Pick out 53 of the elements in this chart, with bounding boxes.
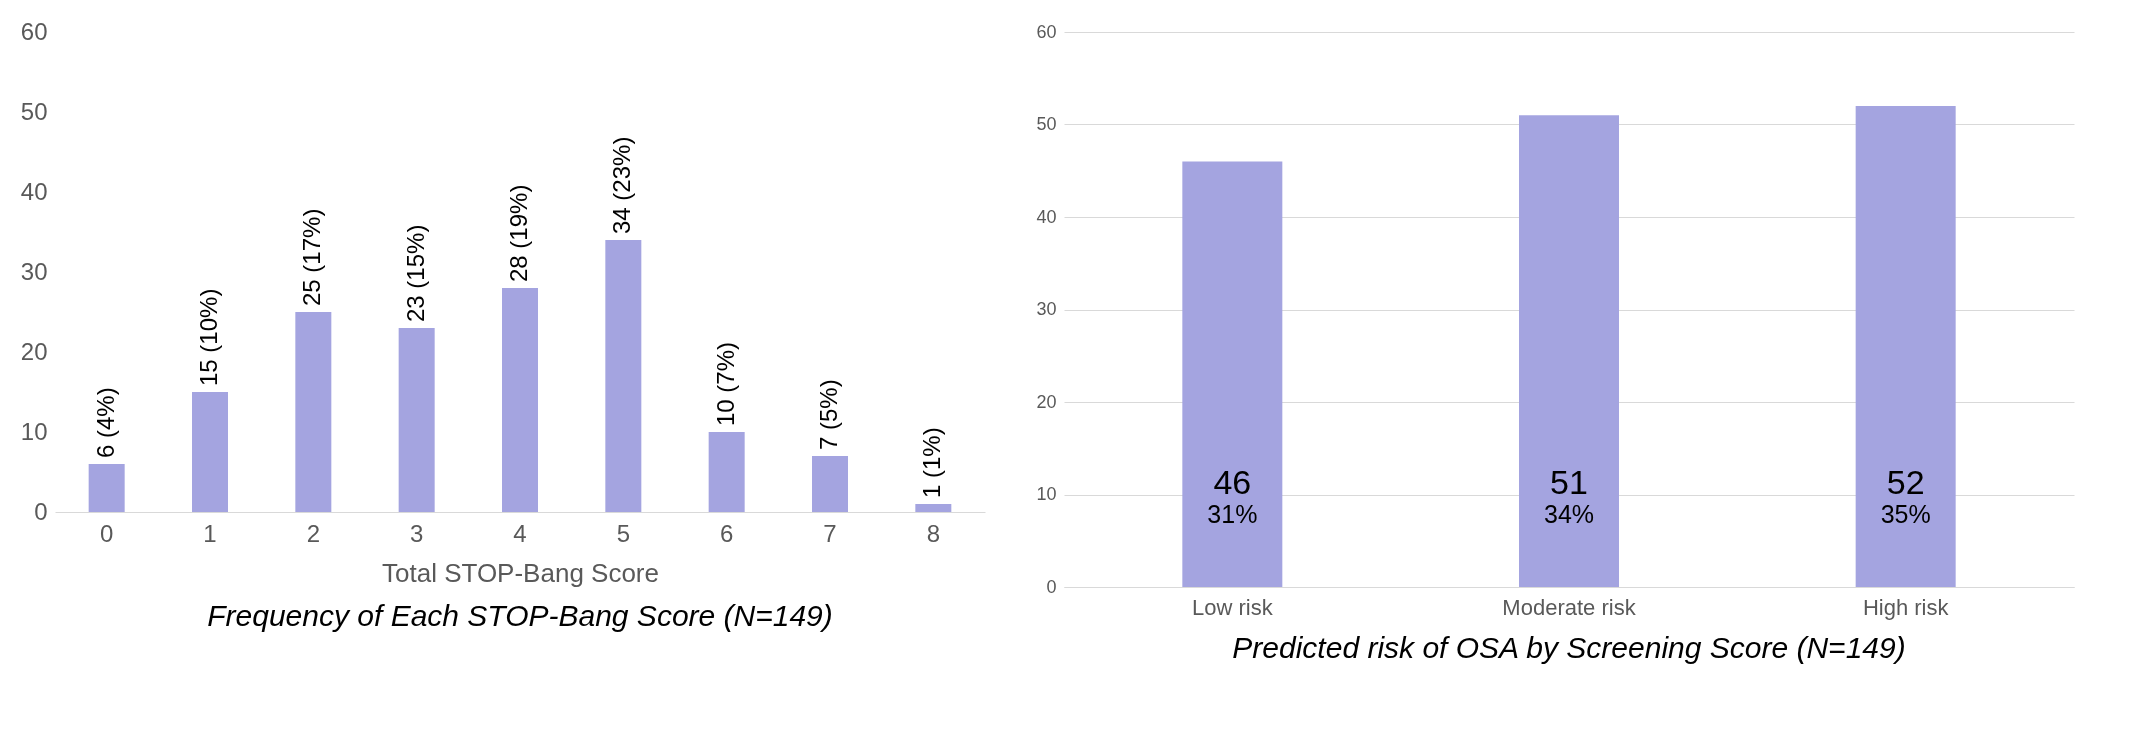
x-tick-label: 3	[409, 519, 424, 547]
x-tick-label: 4	[513, 519, 527, 547]
bar	[708, 432, 745, 512]
x-axis-title: Total STOP-Bang Score	[382, 557, 659, 588]
y-tick-label: 0	[34, 497, 48, 525]
y-tick-label: 50	[20, 97, 48, 125]
y-tick-label: 20	[1036, 391, 1057, 412]
x-tick-label: 2	[306, 519, 321, 547]
bar	[1519, 115, 1619, 587]
data-label: 28 (19%)	[505, 184, 532, 282]
bar	[502, 288, 538, 512]
bar	[1182, 161, 1283, 587]
bar	[88, 464, 125, 512]
y-tick-label: 40	[20, 177, 48, 205]
text: 46 31%	[1207, 463, 1258, 528]
bar	[1855, 106, 1956, 587]
x-tick-label: Low risk	[1191, 594, 1274, 620]
text: 51 34%	[1543, 463, 1595, 528]
bar	[915, 504, 952, 512]
x-tick-label: 7	[823, 519, 837, 547]
data-label: 10 (7%)	[711, 341, 739, 426]
data-label: 25 (17%)	[298, 208, 326, 306]
x-tick-label: 1	[203, 519, 217, 547]
bar	[192, 392, 228, 512]
x-tick-label: 5	[616, 519, 631, 547]
y-tick-label: 0	[1046, 576, 1057, 597]
data-label: 34 (23%)	[608, 136, 636, 234]
data-label: 23 (15%)	[401, 224, 429, 322]
x-tick-label: High risk	[1862, 594, 1950, 620]
y-tick-label: 60	[20, 17, 48, 45]
x-tick-label: 8	[926, 519, 941, 547]
y-tick-label: 30	[20, 257, 48, 285]
data-label: 15 (10%)	[195, 288, 222, 386]
text: Predicted risk of OSA by Screening Score (N=149)	[1232, 631, 1906, 664]
data-label: 6 (4%)	[91, 387, 119, 458]
y-tick-label: 20	[20, 337, 48, 365]
bar	[295, 312, 332, 512]
y-tick-label: 60	[1036, 21, 1057, 42]
data-label: 1 (1%)	[918, 427, 946, 498]
y-tick-label: 10	[1036, 484, 1057, 504]
bar	[398, 328, 435, 512]
text: 52 35%	[1880, 463, 1931, 528]
y-tick-label: 30	[1036, 299, 1057, 319]
data-label: 7 (5%)	[815, 379, 842, 450]
text: Frequency of Each STOP-Bang Score (N=149)	[207, 599, 833, 632]
bar	[812, 456, 848, 512]
x-tick-label: 6	[719, 519, 734, 547]
x-tick-label: 0	[99, 519, 114, 547]
y-tick-label: 40	[1036, 206, 1057, 227]
y-tick-label: 50	[1036, 114, 1057, 134]
x-tick-label: Moderate risk	[1502, 594, 1637, 620]
bar	[605, 240, 642, 512]
y-tick-label: 10	[20, 417, 48, 445]
